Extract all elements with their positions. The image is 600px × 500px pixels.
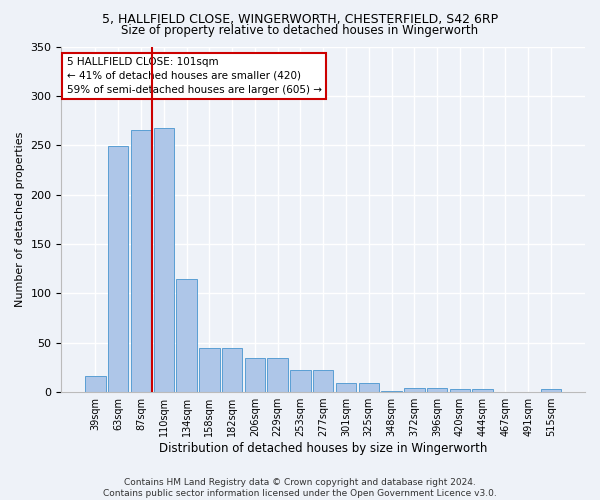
Text: 5, HALLFIELD CLOSE, WINGERWORTH, CHESTERFIELD, S42 6RP: 5, HALLFIELD CLOSE, WINGERWORTH, CHESTER… xyxy=(102,12,498,26)
Bar xyxy=(268,358,288,392)
Y-axis label: Number of detached properties: Number of detached properties xyxy=(15,132,25,307)
Bar xyxy=(313,370,334,392)
Text: Contains HM Land Registry data © Crown copyright and database right 2024.
Contai: Contains HM Land Registry data © Crown c… xyxy=(103,478,497,498)
Bar xyxy=(472,389,493,392)
Bar xyxy=(449,389,470,392)
Bar xyxy=(427,388,448,392)
Text: 5 HALLFIELD CLOSE: 101sqm
← 41% of detached houses are smaller (420)
59% of semi: 5 HALLFIELD CLOSE: 101sqm ← 41% of detac… xyxy=(67,57,322,95)
X-axis label: Distribution of detached houses by size in Wingerworth: Distribution of detached houses by size … xyxy=(159,442,487,455)
Bar xyxy=(199,348,220,392)
Bar xyxy=(176,278,197,392)
Bar xyxy=(359,383,379,392)
Bar xyxy=(154,128,174,392)
Bar xyxy=(336,383,356,392)
Text: Size of property relative to detached houses in Wingerworth: Size of property relative to detached ho… xyxy=(121,24,479,37)
Bar xyxy=(541,389,561,392)
Bar xyxy=(131,130,151,392)
Bar xyxy=(85,376,106,392)
Bar xyxy=(108,146,128,392)
Bar xyxy=(290,370,311,392)
Bar xyxy=(404,388,425,392)
Bar xyxy=(245,358,265,392)
Bar xyxy=(381,391,402,392)
Bar xyxy=(222,348,242,392)
